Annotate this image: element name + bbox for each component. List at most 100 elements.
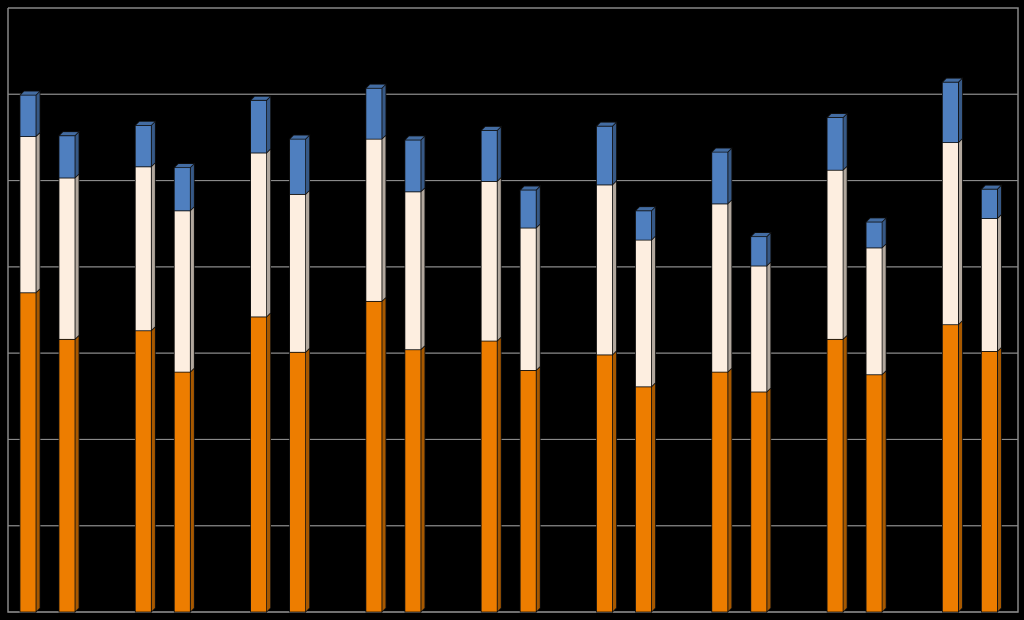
bar: [826, 117, 844, 171]
bar-side: [266, 147, 272, 318]
bar: [289, 193, 307, 353]
bar-side: [727, 147, 733, 205]
bar-side: [766, 231, 772, 267]
bar-side: [74, 130, 80, 179]
bar-side: [35, 287, 41, 613]
bar-top: [710, 147, 733, 153]
bar: [250, 316, 268, 613]
bar: [826, 169, 844, 340]
bar: [750, 236, 768, 267]
bar-side: [651, 205, 656, 242]
bar-side: [727, 367, 733, 613]
bar-top: [634, 206, 657, 212]
bar: [750, 391, 768, 613]
bar-side: [305, 189, 311, 354]
bar-side: [997, 346, 1002, 613]
bar-side: [189, 205, 195, 374]
bar-top: [173, 163, 196, 169]
bar-side: [305, 347, 311, 613]
bar: [404, 139, 422, 193]
bar: [596, 354, 613, 613]
bar-side: [381, 296, 387, 613]
bar: [19, 136, 37, 294]
bar: [134, 330, 152, 613]
bar-top: [134, 120, 157, 126]
bar: [519, 189, 537, 229]
bar-side: [842, 165, 848, 341]
bar: [58, 135, 76, 179]
bar-side: [381, 134, 387, 303]
bar-side: [420, 344, 426, 613]
bar-side: [496, 176, 502, 343]
bar: [865, 221, 883, 249]
bar-side: [958, 77, 963, 144]
bar-side: [150, 161, 156, 332]
bar: [58, 338, 76, 613]
bar-side: [727, 198, 733, 374]
bar-side: [958, 319, 963, 613]
bar: [711, 203, 729, 373]
bar: [134, 166, 152, 332]
bar-side: [997, 184, 1002, 220]
bar-side: [150, 120, 156, 168]
bar: [635, 386, 652, 613]
bar: [981, 188, 998, 219]
bar: [134, 124, 152, 168]
bar-side: [535, 185, 541, 229]
bar-side: [266, 95, 272, 154]
bar: [519, 227, 537, 371]
bar: [596, 184, 613, 356]
bar-top: [480, 126, 503, 131]
bar-side: [35, 90, 41, 138]
bar: [289, 138, 307, 195]
bar: [173, 371, 191, 613]
bar: [173, 167, 191, 212]
bar-side: [881, 217, 887, 249]
bar-side: [612, 349, 617, 613]
bar-side: [958, 137, 963, 326]
bar: [250, 99, 268, 154]
bar-side: [535, 365, 541, 613]
bar: [250, 152, 268, 318]
bar: [480, 181, 498, 342]
bar-side: [766, 261, 772, 393]
bar: [173, 210, 191, 373]
bar-side: [74, 334, 80, 613]
bar-side: [651, 235, 656, 388]
bar: [289, 351, 307, 613]
bar: [865, 247, 883, 376]
bar-side: [35, 131, 41, 294]
bar-side: [496, 125, 502, 183]
bar: [942, 324, 959, 613]
bar-side: [381, 83, 387, 141]
bar-side: [74, 173, 80, 341]
bar: [981, 218, 998, 352]
bar-side: [420, 186, 426, 351]
bar: [981, 351, 998, 613]
bar: [58, 177, 76, 340]
bar: [942, 81, 959, 144]
bar-top: [595, 121, 618, 127]
bar-top: [941, 77, 964, 83]
bar: [750, 265, 768, 393]
bar: [942, 142, 959, 326]
bar: [404, 349, 422, 613]
bar: [711, 151, 729, 205]
bar-side: [189, 162, 195, 212]
bar: [365, 87, 383, 140]
bar-side: [612, 179, 617, 356]
bar-side: [189, 367, 195, 613]
bar: [635, 210, 652, 241]
bar: [19, 292, 37, 613]
bar-side: [842, 112, 848, 172]
bar: [19, 94, 37, 137]
bar-top: [19, 90, 41, 96]
bar: [826, 338, 844, 613]
bar-top: [519, 185, 542, 191]
bar-side: [881, 369, 887, 613]
bar-side: [842, 334, 848, 613]
bar-side: [651, 381, 656, 613]
bar-side: [535, 223, 541, 372]
